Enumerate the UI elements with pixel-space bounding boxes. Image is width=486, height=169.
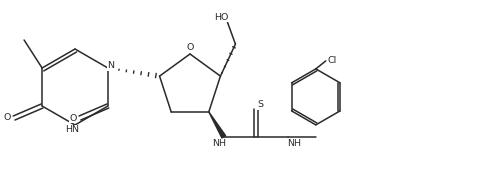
Text: Cl: Cl [327,56,336,65]
Text: S: S [258,100,264,109]
Text: HN: HN [65,126,79,135]
Text: O: O [3,114,11,123]
Text: NH: NH [212,139,226,148]
Text: O: O [69,114,77,123]
Text: NH: NH [287,139,301,148]
Polygon shape [209,112,226,138]
Text: HO: HO [214,13,228,22]
Text: O: O [186,43,194,53]
Text: N: N [107,62,114,70]
